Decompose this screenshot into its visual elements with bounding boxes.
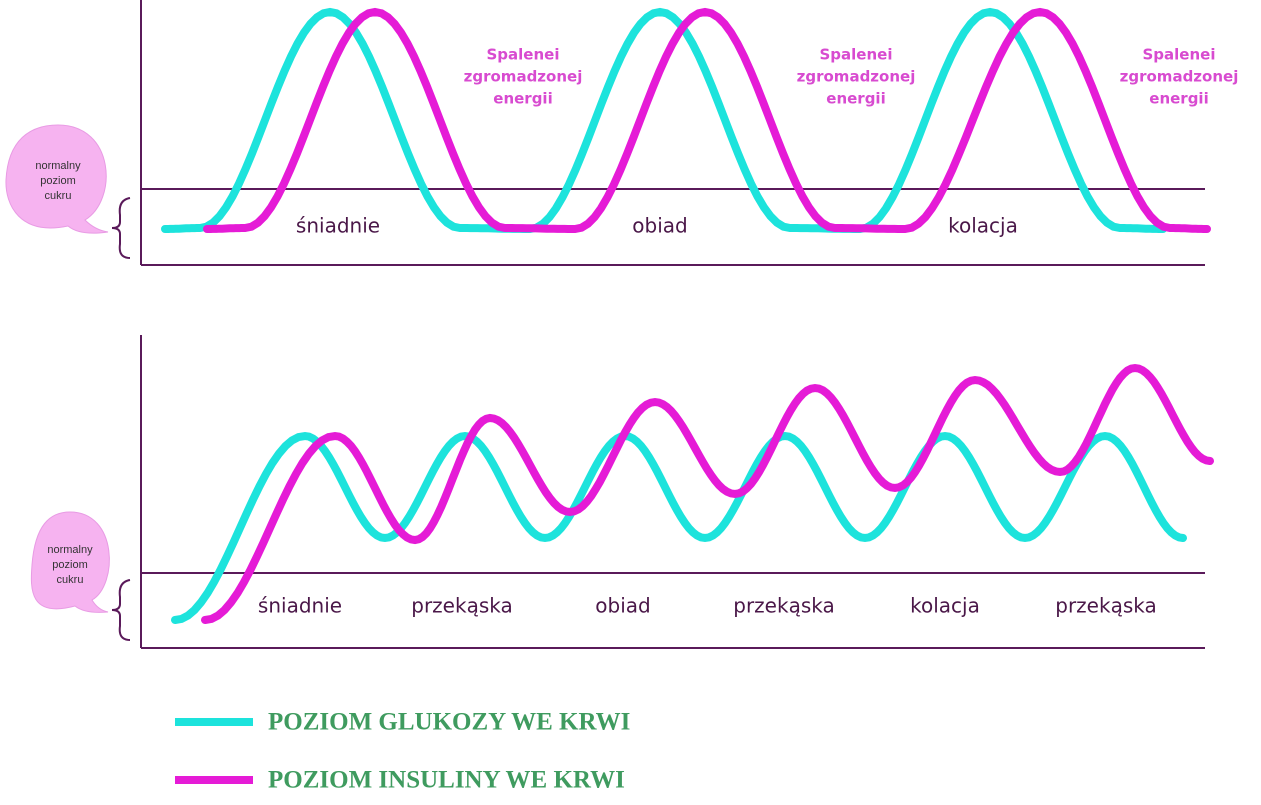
meal-label: śniadnie xyxy=(296,214,380,238)
content: śniadnie obiad kolacja Spalenei zgromadzonej… xyxy=(35,7,1239,794)
annotation: zgromadzonej xyxy=(1120,68,1239,86)
brace xyxy=(111,579,131,641)
annotation: Spalenei xyxy=(820,46,893,64)
annotation: zgromadzonej xyxy=(797,68,916,86)
annotation: Spalenei xyxy=(1143,46,1216,64)
insulin-curve xyxy=(203,7,1211,233)
meal-label: kolacja xyxy=(948,214,1018,238)
meal-label: obiad xyxy=(632,214,687,238)
meal-label: kolacja xyxy=(910,594,980,618)
bubble-text: cukru xyxy=(45,190,72,202)
annotation: energii xyxy=(826,90,885,108)
glucose-curve xyxy=(161,7,1167,233)
insulin-curve xyxy=(201,363,1214,624)
bubble-text: normalny xyxy=(47,544,93,556)
annotation: energii xyxy=(493,90,552,108)
annotation: zgromadzonej xyxy=(464,68,583,86)
meal-label: przekąska xyxy=(1055,594,1156,618)
glucose-curve xyxy=(171,431,1187,624)
bubble-text: cukru xyxy=(57,574,84,586)
speech-bubble xyxy=(30,511,110,613)
brace xyxy=(111,197,131,259)
meal-label: przekąska xyxy=(411,594,512,618)
meal-label: przekąska xyxy=(733,594,834,618)
bubble-text: normalny xyxy=(35,160,81,172)
legend-label: POZIOM GLUKOZY WE KRWI xyxy=(268,709,630,736)
speech-bubble xyxy=(5,124,109,234)
bubble-text: poziom xyxy=(40,175,75,187)
bubble-text: poziom xyxy=(52,559,87,571)
annotation: energii xyxy=(1149,90,1208,108)
meal-label: obiad xyxy=(595,594,650,618)
annotation: Spalenei xyxy=(487,46,560,64)
meal-label: śniadnie xyxy=(258,594,342,618)
legend-label: POZIOM INSULINY WE KRWI xyxy=(268,767,625,794)
